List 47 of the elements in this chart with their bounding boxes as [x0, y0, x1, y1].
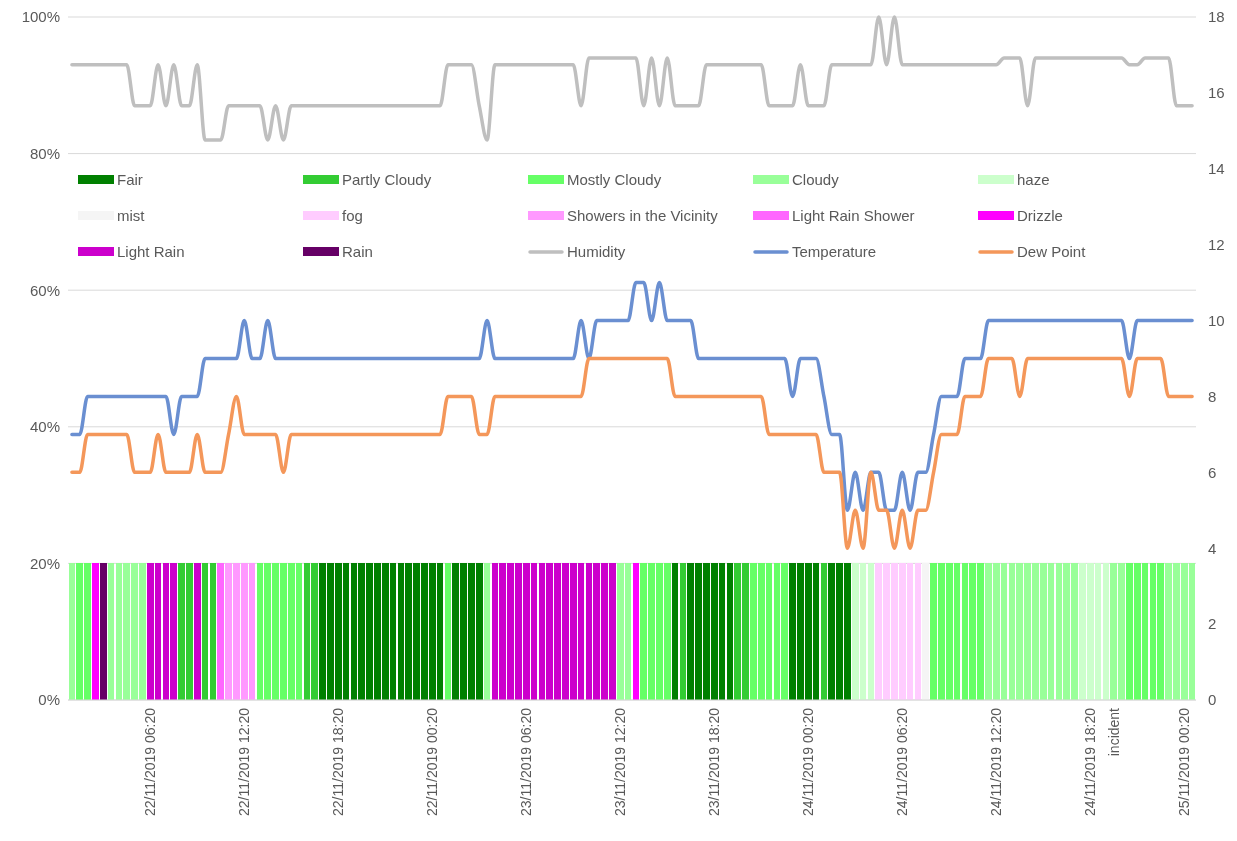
x-tick-label: 24/11/2019 00:20 — [800, 707, 817, 816]
y2-tick-label: 8 — [1208, 387, 1217, 405]
legend-label: fog — [342, 207, 363, 224]
x-tick-label: 24/11/2019 18:20 — [1082, 707, 1099, 816]
y2-tick-label: 18 — [1208, 8, 1225, 26]
x-tick-label: 22/11/2019 12:20 — [236, 707, 253, 816]
line-series — [70, 15, 1194, 142]
legend-label: Dew Point — [1017, 243, 1087, 260]
legend-label: Temperature — [792, 243, 877, 260]
y-tick-label: 100% — [21, 8, 60, 26]
y2-tick-label: 10 — [1208, 311, 1225, 329]
legend-label: Drizzle — [1017, 207, 1063, 224]
y2-tick-label: 6 — [1208, 463, 1217, 481]
x-tick-label: incident — [1105, 707, 1122, 757]
legend-label: Light Rain Shower — [792, 207, 915, 224]
y-tick-label: 0% — [38, 691, 60, 709]
y-tick-label: 80% — [29, 144, 60, 162]
y2-tick-label: 14 — [1208, 160, 1225, 178]
y2-tick-label: 2 — [1208, 615, 1217, 633]
y2-tick-label: 4 — [1208, 539, 1217, 557]
legend-label: Partly Cloudy — [342, 171, 432, 188]
line-series — [70, 356, 1194, 550]
y-tick-label: 40% — [29, 418, 60, 436]
legend-label: mist — [117, 207, 146, 224]
x-tick-label: 23/11/2019 18:20 — [706, 707, 723, 816]
line-series — [70, 280, 1194, 513]
legend-label: Light Rain — [117, 243, 185, 260]
x-tick-label: 22/11/2019 00:20 — [424, 707, 441, 816]
y2-tick-label: 0 — [1208, 691, 1217, 709]
legend-label: Humidity — [567, 243, 626, 260]
legend-label: Rain — [342, 243, 373, 260]
legend-label: Showers in the Vicinity — [567, 207, 719, 224]
legend-label: Fair — [117, 171, 143, 188]
y-tick-label: 60% — [29, 281, 60, 299]
x-tick-label: 22/11/2019 06:20 — [142, 707, 159, 816]
legend-label: Cloudy — [792, 171, 840, 188]
x-tick-label: 25/11/2019 00:20 — [1176, 707, 1193, 816]
y2-tick-label: 12 — [1208, 235, 1225, 253]
legend-label: Mostly Cloudy — [567, 171, 662, 188]
legend-label: haze — [1017, 171, 1050, 188]
x-tick-label: 24/11/2019 12:20 — [988, 707, 1005, 816]
x-tick-label: 22/11/2019 18:20 — [330, 707, 347, 816]
x-tick-label: 23/11/2019 12:20 — [612, 707, 629, 816]
x-tick-label: 23/11/2019 06:20 — [518, 707, 535, 816]
x-tick-label: 24/11/2019 06:20 — [894, 707, 911, 816]
y2-tick-label: 16 — [1208, 84, 1225, 102]
y-tick-label: 20% — [29, 554, 60, 572]
